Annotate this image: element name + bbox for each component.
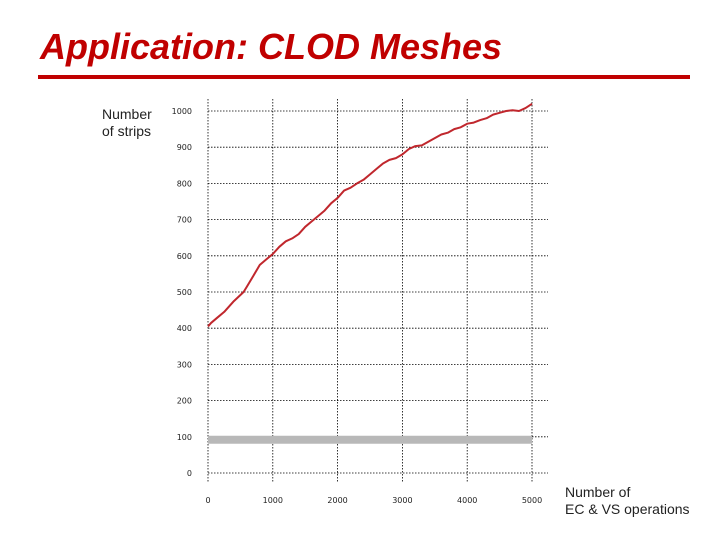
- x-tick-label: 4000: [457, 496, 477, 505]
- y-tick-labels: 0 100 200 300 400 500 600 700 800 900 1000: [172, 107, 192, 478]
- x-tick-labels: 0 1000 2000 3000 4000 5000: [205, 496, 542, 505]
- y-tick-label: 500: [177, 288, 192, 297]
- y-tick-label: 400: [177, 324, 192, 333]
- x-tick-label: 1000: [263, 496, 283, 505]
- x-axis-label: Number of EC & VS operations: [565, 484, 690, 517]
- x-tick-label: 2000: [327, 496, 347, 505]
- grid-lines: [207, 99, 548, 483]
- series-layer: [207, 102, 533, 328]
- y-axis-label: Number of strips: [102, 106, 152, 139]
- y-tick-label: 0: [187, 469, 192, 478]
- x-tick-label: 3000: [392, 496, 412, 505]
- y-tick-label: 900: [177, 143, 192, 152]
- x-tick-label: 5000: [522, 496, 542, 505]
- slide-title: Application: CLOD Meshes: [40, 26, 503, 67]
- y-tick-label: 800: [177, 179, 192, 188]
- y-tick-label: 1000: [172, 107, 192, 116]
- y-tick-label: 600: [177, 252, 192, 261]
- y-tick-label: 700: [177, 216, 192, 225]
- y-tick-label: 200: [177, 397, 192, 406]
- strip-count-series-line: [207, 102, 533, 328]
- x-tick-label: 0: [205, 496, 210, 505]
- title-rule: [38, 75, 690, 79]
- y-tick-label: 300: [177, 360, 192, 369]
- y-tick-label: 100: [177, 433, 192, 442]
